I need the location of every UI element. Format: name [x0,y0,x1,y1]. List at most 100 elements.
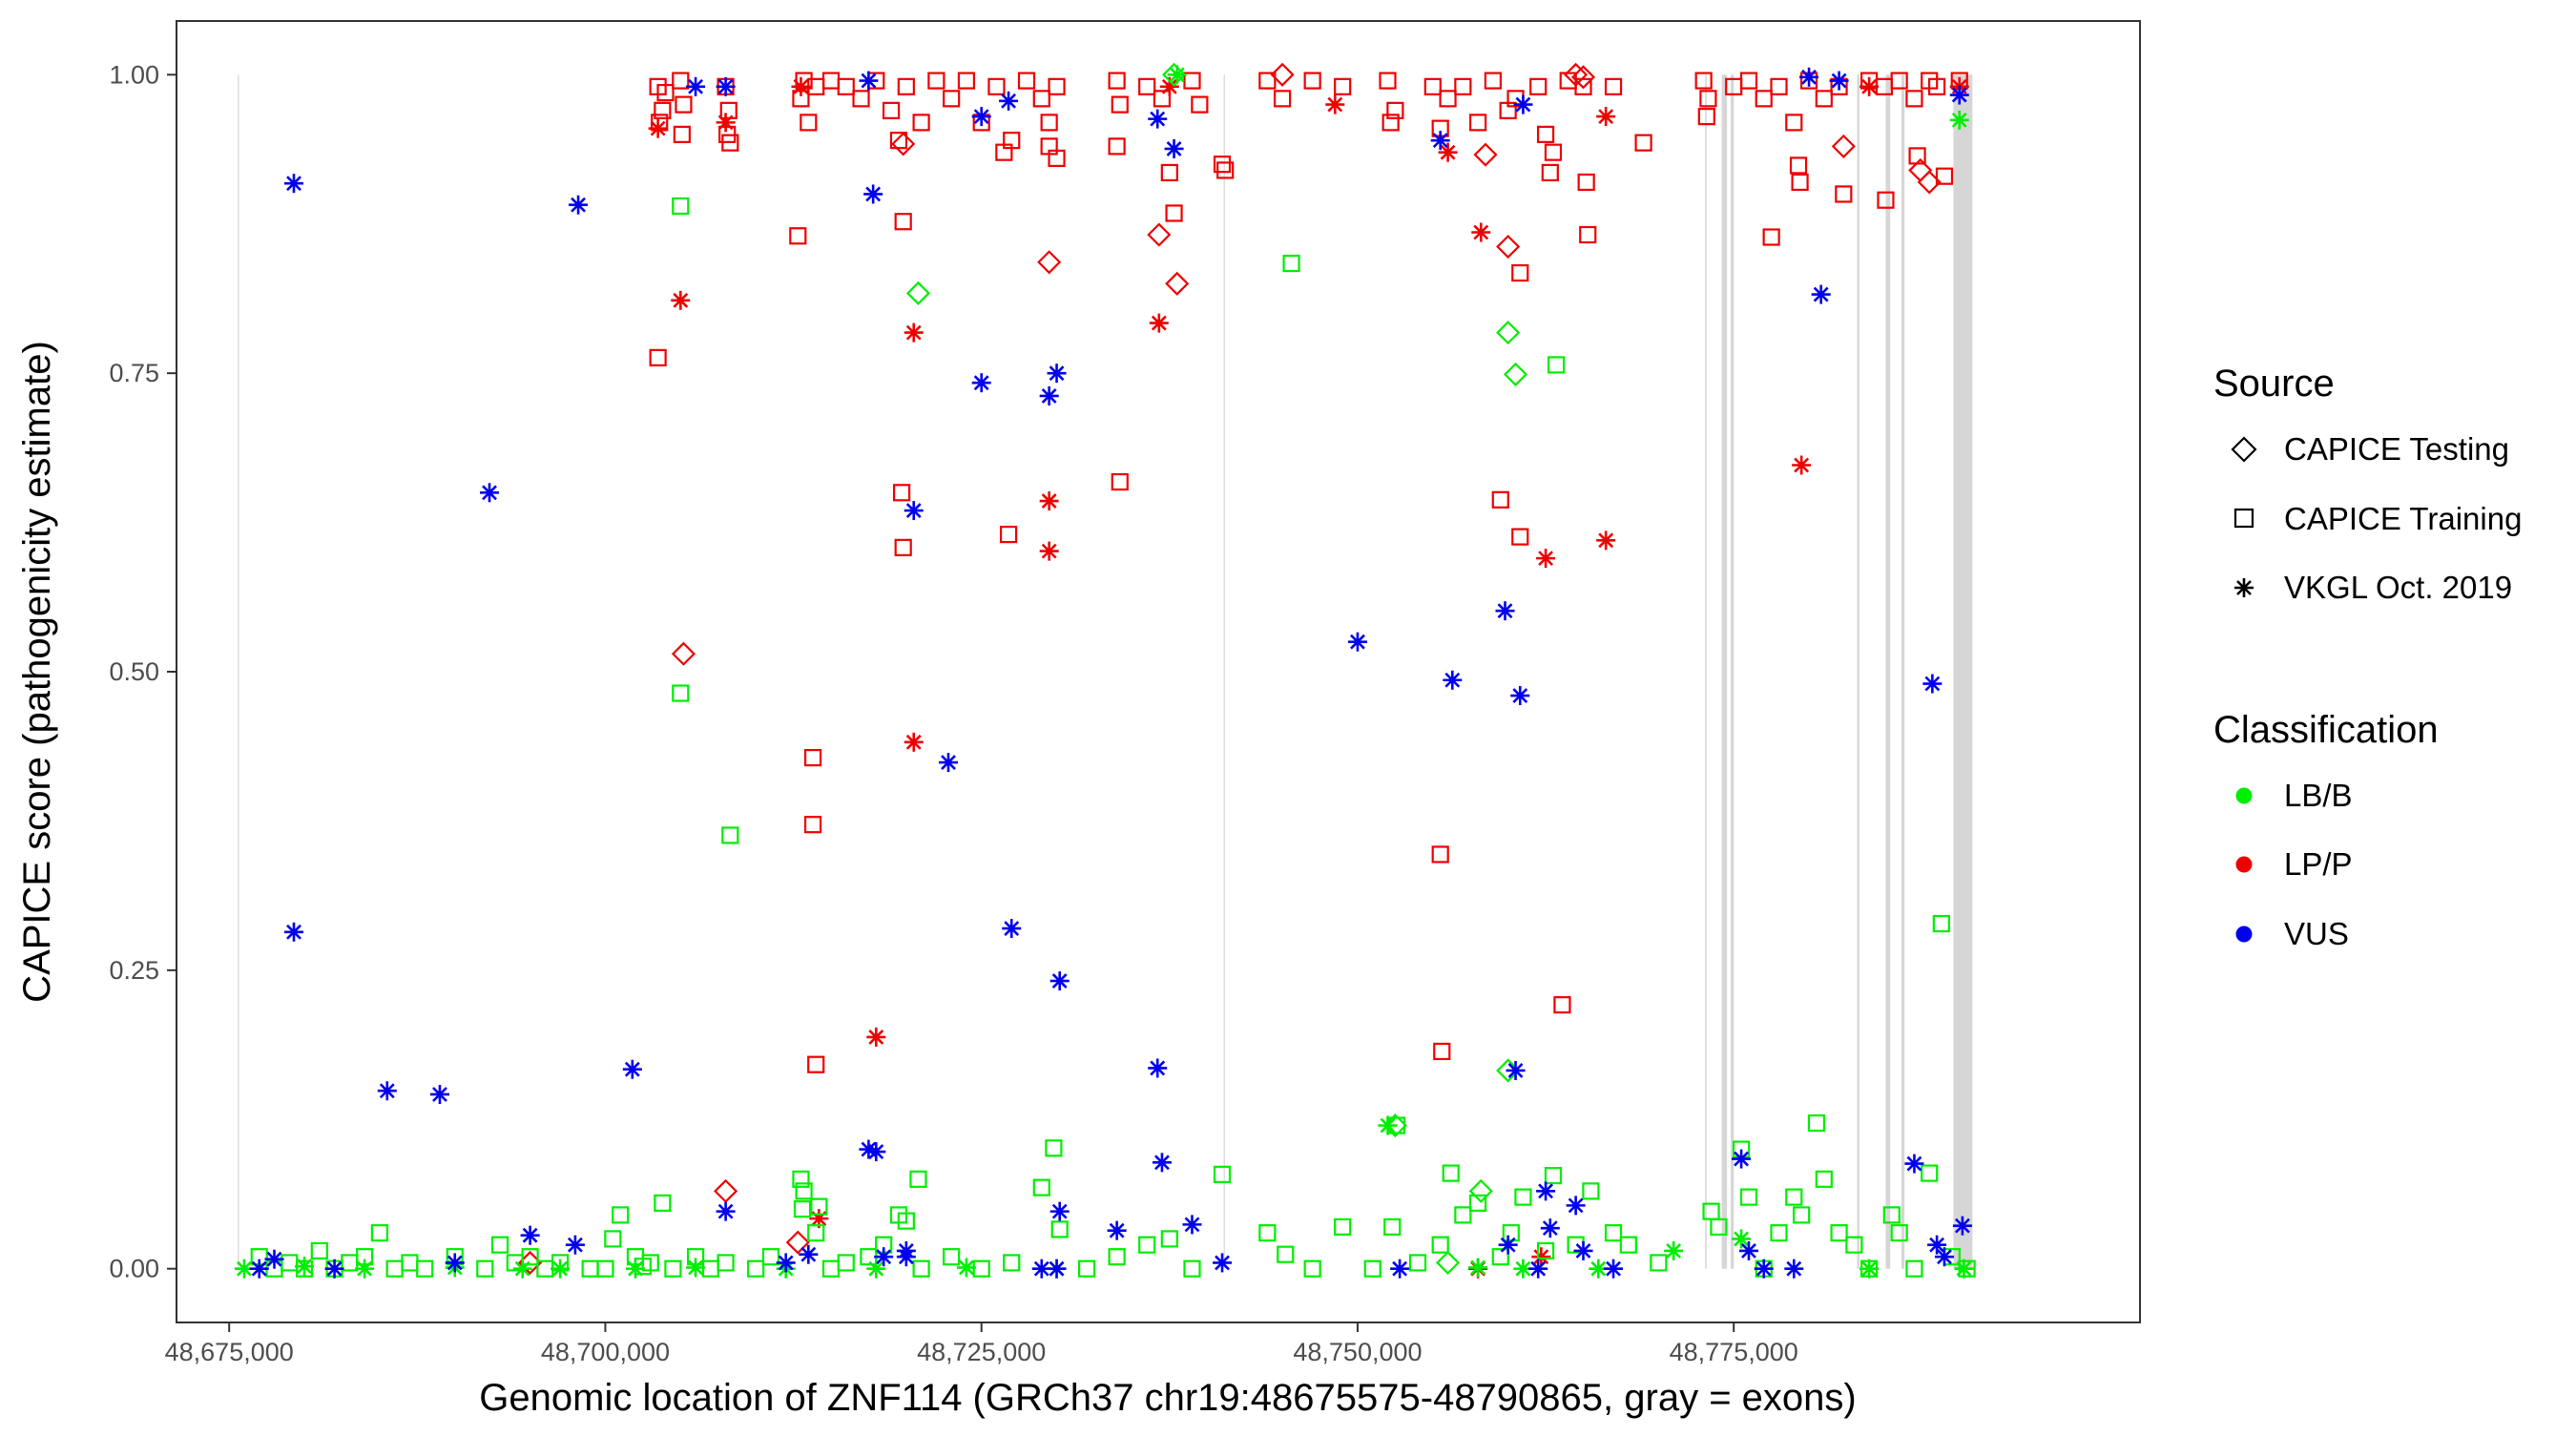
legend-square-icon [2233,508,2254,529]
data-point [987,77,1006,95]
x-tick-label: 48,750,000 [1293,1338,1422,1366]
data-point [905,281,931,305]
data-point [476,1259,494,1278]
x-tick-label: 48,775,000 [1670,1338,1798,1366]
data-point [1152,1153,1172,1173]
data-point [654,1194,672,1212]
data-point [1454,77,1472,95]
data-point [1379,72,1397,90]
data-point [897,77,915,95]
data-point [866,1259,886,1279]
data-point [1431,845,1449,864]
legend-class-label-lbb: LB/B [2284,778,2353,813]
data-point [1829,71,1849,91]
data-point [1160,1230,1178,1248]
data-point [1789,156,1808,175]
data-point [1807,1113,1826,1133]
data-point [672,197,690,216]
exon-layer [238,74,1973,1269]
data-point [1469,114,1487,132]
data-point [1165,204,1183,222]
y-axis-title: CAPICE score (pathogenicity estimate) [16,341,58,1003]
exon-band-3 [1721,74,1728,1269]
data-point [1423,77,1442,95]
data-point [1378,1115,1398,1135]
data-point [837,77,855,95]
data-point [837,1254,855,1272]
data-point [686,1258,706,1278]
data-point [1917,170,1942,195]
data-point [1495,601,1515,621]
x-axis-title: Genomic location of ZNF114 (GRCh37 chr19… [479,1377,1856,1419]
data-point [521,1248,539,1266]
data-point [904,732,924,752]
data-point [716,1201,736,1221]
data-point [999,525,1018,544]
data-point [1149,313,1169,333]
data-point [1032,90,1050,108]
data-point [1303,1259,1321,1278]
data-point [1770,77,1788,95]
data-point [1347,632,1367,652]
exon-band-8 [1953,74,1973,1269]
data-point [1540,1218,1560,1238]
data-point [649,348,667,366]
data-point [1564,62,1589,87]
data-point [1363,1259,1381,1278]
data-point [1167,65,1187,85]
data-point [882,101,901,119]
data-point [1514,1188,1532,1206]
data-point [1835,185,1853,203]
data-point [1002,919,1022,939]
data-point [761,1248,780,1266]
data-point [1754,1259,1774,1279]
data-point [686,76,706,96]
data-point [1650,1254,1668,1272]
data-point [416,1259,434,1278]
data-point [810,1197,828,1216]
exon-band-7 [1901,74,1905,1269]
data-point [714,1178,738,1203]
data-point [1579,225,1597,244]
data-point [1003,1254,1021,1272]
data-point [1738,1240,1758,1260]
data-point [1213,1253,1233,1273]
data-point [1454,1206,1472,1224]
data-point [1048,77,1066,95]
data-point [956,1258,976,1278]
data-point [377,1081,397,1101]
legend-diamond-icon [2231,436,2257,463]
data-point [957,72,976,90]
data-point [747,1259,765,1278]
data-point [1732,1229,1752,1249]
data-point [1431,1236,1449,1254]
data-point [1159,76,1179,96]
data-point [863,184,883,204]
legend-source-label-vkgl: VKGL Oct. 2019 [2284,570,2512,605]
data-point [664,1259,682,1278]
data-point [1904,1154,1924,1174]
data-point [1037,250,1062,275]
data-point [1927,1235,1947,1255]
y-tick-label: 0.75 [109,359,159,387]
data-point [800,114,818,132]
x-tick-label: 48,700,000 [541,1338,670,1366]
data-point [943,90,961,108]
data-point [1739,1188,1758,1206]
data-point [1148,109,1168,129]
data-point [445,1253,465,1273]
data-point [512,1259,532,1279]
data-point [1793,1206,1811,1224]
data-point [1785,1188,1803,1206]
data-point [1528,1259,1548,1279]
data-point [1928,77,1946,95]
data-point [1513,94,1533,114]
legend-vus-dot-icon [2235,926,2253,943]
data-point [1784,1259,1804,1279]
data-point [648,118,668,138]
data-point [859,71,879,91]
data-point [717,1254,735,1272]
legend-source-label-training: CAPICE Training [2284,501,2522,536]
